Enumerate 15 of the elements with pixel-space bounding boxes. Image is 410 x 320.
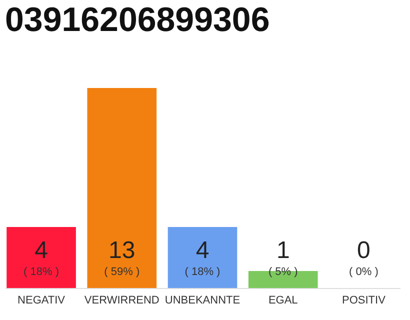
data-label: ( 59% ) bbox=[104, 266, 140, 278]
data-label: ( 0% ) bbox=[349, 266, 378, 278]
data-label: ( 18% ) bbox=[24, 266, 60, 278]
data-label: ( 18% ) bbox=[184, 266, 220, 278]
x-tick-label: NEGATIV bbox=[18, 294, 66, 306]
annotation: 4 bbox=[34, 237, 48, 264]
annotation: 1 bbox=[276, 237, 290, 264]
x-tick-label: VERWIRREND bbox=[84, 294, 160, 306]
x-tick-label: EGAL bbox=[268, 294, 298, 306]
x-tick-label: POSITIV bbox=[342, 294, 386, 306]
x-tick-label: UNBEKANNTE bbox=[164, 294, 240, 306]
annotation: 0 bbox=[357, 237, 370, 264]
annotation: 13 bbox=[108, 237, 136, 264]
chart-title: 03916206899306 bbox=[5, 1, 270, 39]
annotation: 4 bbox=[196, 237, 210, 264]
